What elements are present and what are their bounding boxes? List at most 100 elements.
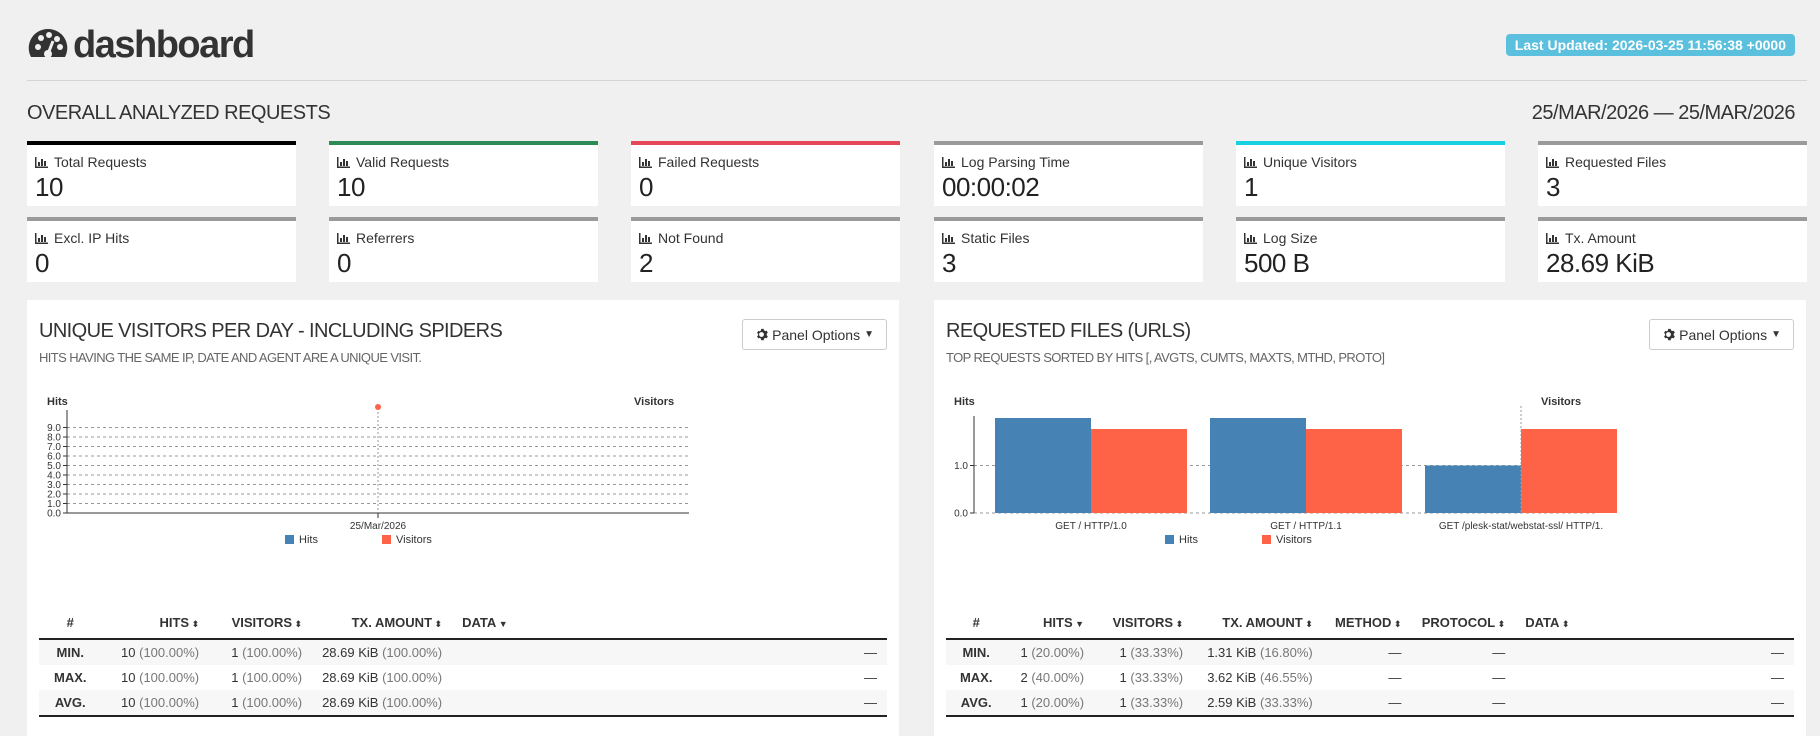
bar-visitors [1521,429,1617,513]
metric-value: 1 [1244,172,1258,202]
y-axis-title-right: Visitors [1541,396,1581,408]
row-label: MIN. [946,639,1007,665]
metric-label: Excl. IP Hits [35,230,288,246]
data-cell: — [1515,690,1794,717]
column-header-hits[interactable]: HITS ▼ [1006,606,1095,640]
hits-cell: 1 (20.00%) [1006,639,1095,665]
visitors-cell: 1 (100.00%) [209,690,313,717]
panel-subtitle: HITS HAVING THE SAME IP, DATE AND AGENT … [39,350,422,365]
cell-value: 1 [1020,695,1028,710]
metric-value: 3 [1546,172,1560,202]
row-label: MAX. [39,665,102,690]
row-label: AVG. [39,690,102,717]
y-axis-title-right: Visitors [634,396,674,408]
protocol-cell: — [1411,665,1515,690]
cell-value: 2.59 KiB [1207,695,1257,710]
page-header: dashboard Last Updated: 2026-03-25 11:56… [27,0,1807,81]
x-tick-label: GET / HTTP/1.1 [1270,521,1342,532]
column-header-label: # [66,614,74,630]
column-header-protocol[interactable]: PROTOCOL ⬍ [1411,606,1516,640]
metric-card: Failed Requests 0 [631,141,900,206]
bar-chart-icon [639,156,652,168]
legend-swatch-hits [1165,535,1174,544]
table-row: AVG. 1 (20.00%) 1 (33.33%) 2.59 KiB (33.33%… [946,690,1794,717]
cell-value: 10 [121,645,136,660]
cell-value: 1 [1119,645,1127,660]
date-range: 25/MAR/2026 — 25/MAR/2026 [1531,102,1796,124]
percent-value: (16.80%) [1259,645,1313,660]
column-header-data[interactable]: DATA ▼ [452,606,887,640]
bar-chart-icon [639,232,652,244]
metric-card: Static Files 3 [934,217,1203,282]
percent-value: (100.00%) [242,645,303,660]
cell-value: — [1492,695,1506,710]
dashboard-logo[interactable]: dashboard [27,26,255,64]
cell-value: 1 [1119,670,1127,685]
column-header-label: METHOD [1335,614,1392,630]
metric-label: Valid Requests [337,154,590,170]
percent-value: (100.00%) [242,695,303,710]
table-row: AVG. 10 (100.00%) 1 (100.00%) 28.69 KiB (10… [39,690,887,717]
table-row: MAX. 10 (100.00%) 1 (100.00%) 28.69 KiB (10… [39,665,887,690]
metric-label-text: Excl. IP Hits [54,230,130,246]
metric-label: Not Found [639,230,892,246]
percent-value: (100.00%) [139,695,200,710]
panel-options-button[interactable]: Panel Options ▼ [1649,319,1794,350]
overall-title: OVERALL ANALYZED REQUESTS [27,102,331,124]
panel-subtitle: TOP REQUESTS SORTED BY HITS [, AVGTS, CU… [946,350,1385,365]
column-header-label: DATA [462,614,497,630]
metric-value: 00:00:02 [942,172,1040,202]
column-header-method[interactable]: METHOD ⬍ [1322,606,1412,640]
row-label: AVG. [946,690,1007,717]
metric-value: 10 [35,172,63,202]
x-tick-label: GET / HTTP/1.0 [1055,521,1127,532]
metric-card: Log Size 500 B [1236,217,1505,282]
protocol-cell: — [1411,639,1516,665]
bar-chart-icon [1546,232,1559,244]
metric-label-text: Requested Files [1565,154,1667,170]
bar-visitors [1306,429,1402,513]
metric-value: 10 [337,172,365,202]
metric-value: 0 [639,172,653,202]
y-tick-label: 6.0 [47,452,61,463]
hits-cell: 10 (100.00%) [101,690,210,717]
column-header-visitors[interactable]: VISITORS ⬍ [209,606,313,640]
cell-value: — [864,695,877,710]
bar-hits [1425,465,1521,513]
column-header-tx-amount[interactable]: TX. AMOUNT ⬍ [312,606,453,640]
cell-value: 1 [231,695,239,710]
column-header-data[interactable]: DATA ⬍ [1515,606,1794,640]
metric-label: Failed Requests [639,154,892,170]
sort-icon: ⬍ [189,618,200,629]
metric-label-text: Log Parsing Time [961,154,1070,170]
bar-chart-icon [942,232,955,244]
panel-options-button[interactable]: Panel Options ▼ [742,319,887,350]
bar-hits [1210,418,1306,513]
tx-amount-cell: 28.69 KiB (100.00%) [312,639,453,665]
y-tick-label: 1.0 [954,461,968,472]
metric-card: Unique Visitors 1 [1236,141,1505,206]
metric-label: Referrers [337,230,590,246]
column-header-hits[interactable]: HITS ⬍ [101,606,210,640]
column-header-label: PROTOCOL [1421,614,1496,630]
percent-value: (33.33%) [1259,695,1313,710]
tx-amount-cell: 28.69 KiB (100.00%) [312,690,453,717]
metric-card: Log Parsing Time 00:00:02 [934,141,1203,206]
requested-files-panel: REQUESTED FILES (URLS) TOP REQUESTS SORT… [934,300,1806,736]
cell-value: — [1388,670,1402,685]
cell-value: MIN. [56,645,84,660]
bar-chart-icon [1244,232,1257,244]
bar-hits [995,418,1091,513]
tx-amount-cell: 2.59 KiB (33.33%) [1193,690,1323,717]
column-header-tx-amount[interactable]: TX. AMOUNT ⬍ [1193,606,1323,640]
hits-cell: 10 (100.00%) [102,665,210,690]
column-header-visitors[interactable]: VISITORS ⬍ [1094,606,1194,640]
visitors-cell: 1 (33.33%) [1094,665,1193,690]
cell-value: 28.69 KiB [322,645,379,660]
column-header-label: VISITORS [1112,614,1174,630]
y-axis-title-left: Hits [47,396,68,408]
data-cell: — [1515,665,1794,690]
hits-cell: 10 (100.00%) [101,639,210,665]
y-tick-label: 0.0 [954,509,968,520]
metric-label-text: Failed Requests [658,154,760,170]
